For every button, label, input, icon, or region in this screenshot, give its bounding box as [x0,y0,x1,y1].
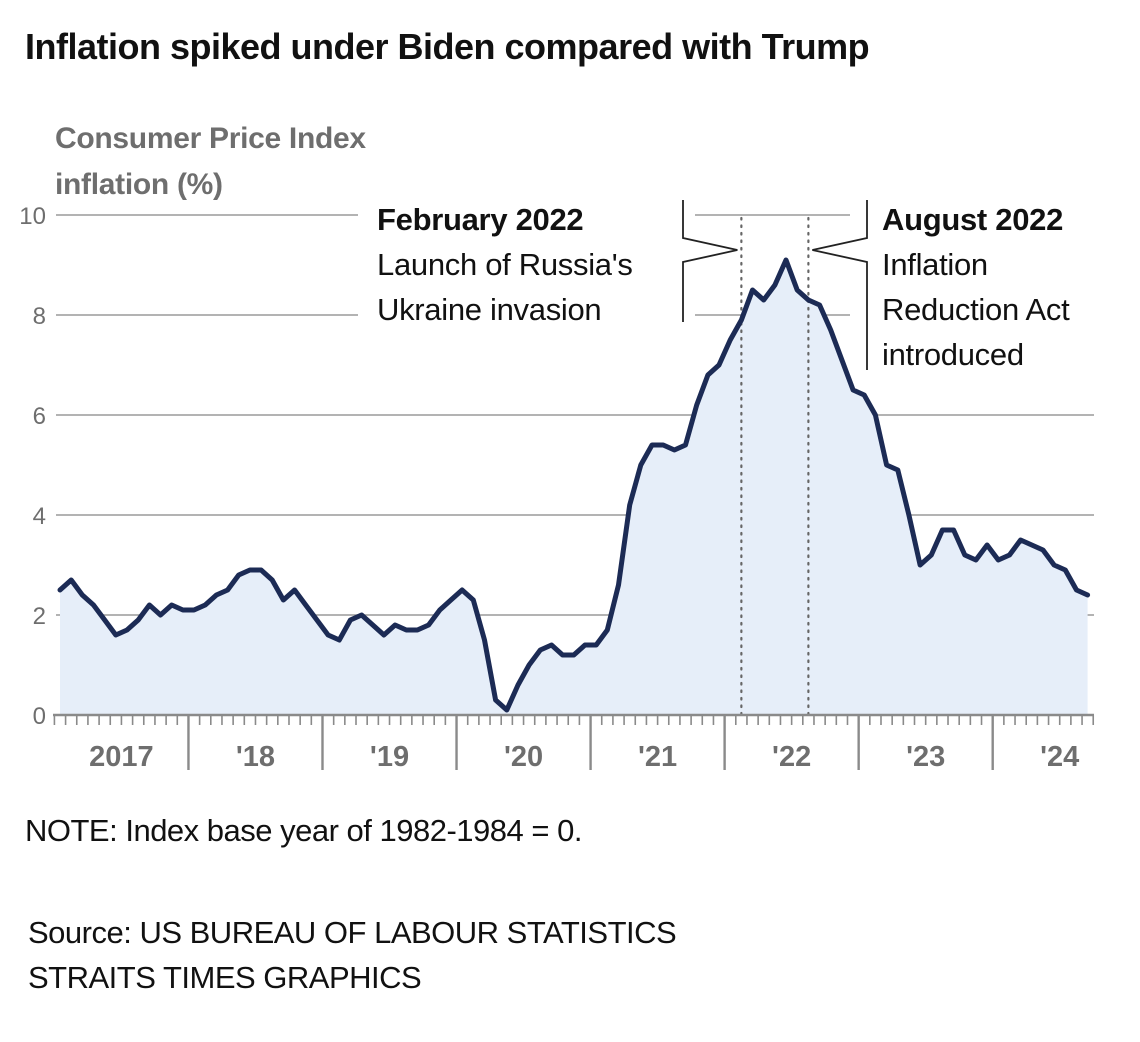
area-fill [60,260,1088,715]
y-tick-label: 2 [33,603,46,630]
x-tick-label: '18 [236,741,275,773]
x-tick-label: '22 [772,741,811,773]
annotation-text: Ukraine invasion [377,292,602,327]
chart-title: Inflation spiked under Biden compared wi… [25,26,870,67]
source-credit: Source: US BUREAU OF LABOUR STATISTICS S… [28,910,677,1000]
source-line: Source: US BUREAU OF LABOUR STATISTICS [28,915,677,950]
series-line [57,257,1091,713]
annotation-text: Reduction Act [882,292,1070,327]
x-tick-label: '21 [638,741,677,773]
x-tick-label: '20 [504,741,543,773]
annotation-aug-2022: August 2022 Inflation Reduction Act intr… [882,197,1070,377]
annotation-feb-2022: February 2022 Launch of Russia's Ukraine… [377,197,633,332]
credit-line: STRAITS TIMES GRAPHICS [28,960,422,995]
annotation-text: Inflation [882,247,988,282]
y-tick-label: 0 [33,703,46,730]
y-tick-label: 8 [33,303,46,330]
y-axis-ticks: 0 2 4 6 8 10 [19,203,46,730]
y-axis-title-line1: Consumer Price Index [55,122,366,155]
x-tick-label: 2017 [89,741,154,773]
x-tick-label: '19 [370,741,409,773]
annotation-text: introduced [882,337,1024,372]
x-tick-label: '23 [906,741,945,773]
area-layer [60,260,1088,715]
x-axis: 2017 '18 '19 '20 '21 '22 '23 '24 [53,713,1095,773]
annotation-brackets [682,200,868,370]
bracket-aug-2022 [812,200,868,370]
y-axis-title-line2: inflation (%) [55,168,223,201]
bracket-feb-2022 [682,200,738,322]
annotation-heading: February 2022 [377,202,584,237]
x-tick-label: '24 [1040,741,1079,773]
annotation-text: Launch of Russia's [377,247,633,282]
footnote: NOTE: Index base year of 1982-1984 = 0. [25,813,582,848]
y-tick-label: 10 [19,203,46,230]
y-tick-label: 4 [33,503,46,530]
y-tick-label: 6 [33,403,46,430]
annotation-heading: August 2022 [882,202,1064,237]
line-layer [57,257,1091,713]
y-axis-title: Consumer Price Index inflation (%) [55,116,366,208]
chart-plot: 2017 '18 '19 '20 '21 '22 '23 '24 0 2 4 6 8 10 [19,200,1095,773]
